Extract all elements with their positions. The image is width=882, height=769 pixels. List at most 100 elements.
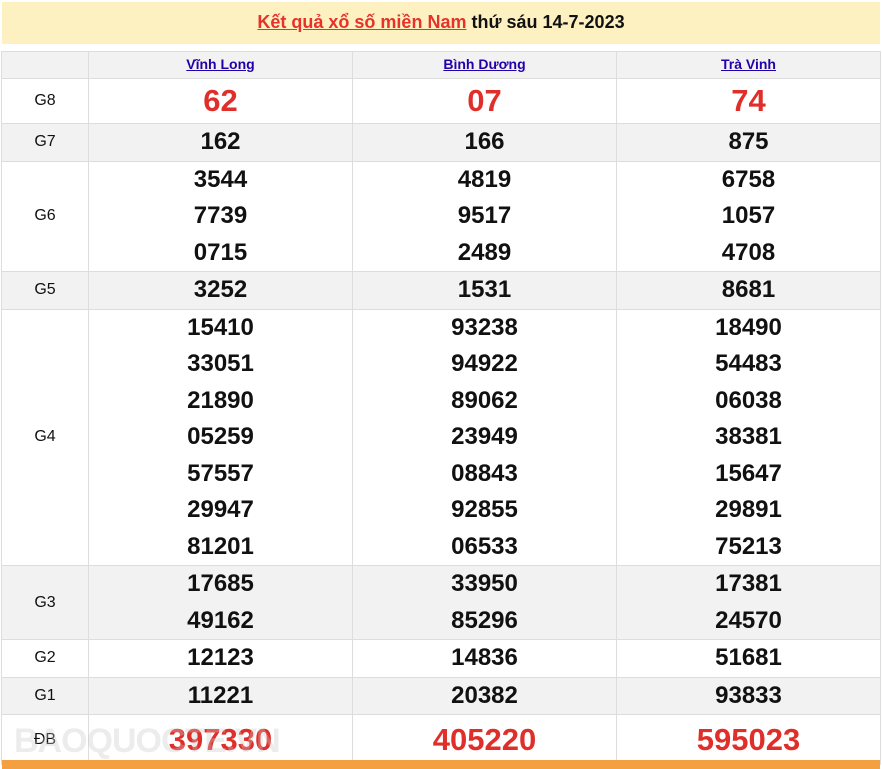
prize-row: G3 17685 49162 33950 85296 17381 24570 bbox=[1, 565, 881, 640]
prize-number: 75213 bbox=[715, 532, 782, 560]
prize-number: 38381 bbox=[715, 423, 782, 450]
prize-cell: 33950 85296 bbox=[352, 565, 617, 640]
prize-cell: 20382 bbox=[352, 676, 617, 715]
province-link[interactable]: Vĩnh Long bbox=[186, 56, 255, 72]
prize-cell: 166 bbox=[352, 123, 617, 162]
prize-number: 49162 bbox=[187, 606, 254, 634]
prize-number: 2489 bbox=[457, 238, 512, 266]
results-title: Kết quả xổ số miền Nam thứ sáu 14-7-2023 bbox=[2, 2, 880, 44]
results-title-link[interactable]: Kết quả xổ số miền Nam bbox=[257, 12, 467, 32]
prize-number: 7739 bbox=[193, 202, 248, 229]
prize-row: G2 12123 14836 51681 bbox=[1, 639, 881, 678]
prize-number: 162 bbox=[200, 128, 241, 155]
prize-row: G4 15410 33051 21890 05259 57557 29947 81201 932… bbox=[1, 308, 881, 566]
prize-number: 20382 bbox=[451, 681, 518, 709]
prize-cell: 8681 bbox=[616, 271, 881, 310]
prize-cell: 1531 bbox=[352, 271, 617, 310]
prize-number: 17685 bbox=[187, 570, 254, 597]
prize-number: 29891 bbox=[715, 496, 782, 523]
prize-cell: 3252 bbox=[88, 271, 353, 310]
prize-number: 51681 bbox=[715, 644, 782, 671]
prize-label: G6 bbox=[1, 160, 89, 272]
prize-row: G8 62 07 74 bbox=[1, 78, 881, 124]
prize-cell: 14836 bbox=[352, 639, 617, 678]
prize-number: 05259 bbox=[187, 423, 254, 450]
results-table: Vĩnh Long Bình Dương Trà Vinh G8 62 07 74 G7… bbox=[1, 51, 881, 765]
prize-number: 4708 bbox=[721, 238, 776, 266]
province-header: Bình Dương bbox=[352, 51, 617, 79]
prize-number: 29947 bbox=[187, 496, 254, 523]
prize-row: G7 162 166 875 bbox=[1, 123, 881, 162]
prize-number: 93833 bbox=[715, 681, 782, 709]
prize-label: G2 bbox=[1, 639, 89, 678]
prize-label: ĐB bbox=[1, 714, 89, 765]
prize-label: G3 bbox=[1, 565, 89, 640]
prize-number: 81201 bbox=[187, 532, 254, 560]
prize-number: 3544 bbox=[193, 165, 248, 193]
prize-number: 85296 bbox=[451, 606, 518, 634]
prize-number: 3252 bbox=[193, 276, 248, 303]
prize-number: 17381 bbox=[715, 570, 782, 597]
prize-number: 6758 bbox=[721, 165, 776, 193]
prize-number: 06038 bbox=[715, 386, 782, 414]
prize-row: G5 3252 1531 8681 bbox=[1, 271, 881, 310]
prize-number: 08843 bbox=[451, 459, 518, 487]
prize-number: 397330 bbox=[168, 722, 273, 757]
footer-bar bbox=[2, 760, 880, 769]
prize-label: G8 bbox=[1, 78, 89, 124]
prize-number: 18490 bbox=[715, 313, 782, 341]
prize-number: 21890 bbox=[187, 386, 254, 414]
prize-number: 57557 bbox=[187, 459, 254, 487]
prize-number: 23949 bbox=[451, 423, 518, 450]
prize-cell: 74 bbox=[616, 78, 881, 124]
prize-number: 166 bbox=[464, 128, 505, 155]
prize-label: G4 bbox=[1, 308, 89, 566]
prize-number: 1057 bbox=[721, 202, 776, 229]
prize-row: ĐB 397330 405220 595023 bbox=[1, 714, 881, 765]
prize-cell: 6758 1057 4708 bbox=[616, 160, 881, 272]
prize-number: 8681 bbox=[721, 276, 776, 303]
prize-cell: 875 bbox=[616, 123, 881, 162]
prize-cell: 15410 33051 21890 05259 57557 29947 81201 bbox=[88, 308, 353, 566]
prize-number: 93238 bbox=[451, 313, 518, 341]
prize-number: 24570 bbox=[715, 606, 782, 634]
results-date: thứ sáu 14-7-2023 bbox=[471, 12, 625, 32]
prize-cell: 11221 bbox=[88, 676, 353, 715]
prize-cell: 93833 bbox=[616, 676, 881, 715]
prize-number: 15647 bbox=[715, 459, 782, 487]
prize-number: 89062 bbox=[451, 386, 518, 414]
watermark-logo: BAOQUOCTE.VN bbox=[14, 722, 281, 760]
prize-number: 875 bbox=[728, 128, 769, 155]
prize-cell: 4819 9517 2489 bbox=[352, 160, 617, 272]
prize-cell: 17685 49162 bbox=[88, 565, 353, 640]
prize-number: 74 bbox=[731, 83, 766, 118]
prize-cell: 3544 7739 0715 bbox=[88, 160, 353, 272]
prize-label: G1 bbox=[1, 676, 89, 715]
prize-number: 06533 bbox=[451, 532, 518, 560]
prize-cell: 62 bbox=[88, 78, 353, 124]
prize-cell: 07 bbox=[352, 78, 617, 124]
prize-cell: 51681 bbox=[616, 639, 881, 678]
prize-number: 0715 bbox=[193, 238, 248, 266]
prize-number: 14836 bbox=[451, 644, 518, 671]
prize-number: 4819 bbox=[457, 165, 512, 193]
prize-number: 94922 bbox=[451, 350, 518, 377]
prize-number: 92855 bbox=[451, 496, 518, 523]
header-row: Vĩnh Long Bình Dương Trà Vinh bbox=[1, 51, 881, 79]
prize-number: 33950 bbox=[451, 570, 518, 597]
prize-number: 11221 bbox=[187, 681, 254, 709]
prize-number: 405220 bbox=[432, 722, 537, 757]
province-link[interactable]: Bình Dương bbox=[443, 56, 526, 72]
province-link[interactable]: Trà Vinh bbox=[721, 56, 776, 72]
prize-number: 54483 bbox=[715, 350, 782, 377]
prize-number: 07 bbox=[467, 83, 502, 118]
prize-number: 33051 bbox=[187, 350, 254, 377]
prize-cell: 18490 54483 06038 38381 15647 29891 75213 bbox=[616, 308, 881, 566]
prize-row: G1 11221 20382 93833 bbox=[1, 676, 881, 715]
prize-cell: 17381 24570 bbox=[616, 565, 881, 640]
prize-number: 1531 bbox=[457, 276, 512, 303]
province-header: Trà Vinh bbox=[616, 51, 881, 79]
prize-label: G5 bbox=[1, 271, 89, 310]
prize-cell: 397330 bbox=[88, 714, 353, 765]
prize-number: 62 bbox=[203, 83, 238, 118]
